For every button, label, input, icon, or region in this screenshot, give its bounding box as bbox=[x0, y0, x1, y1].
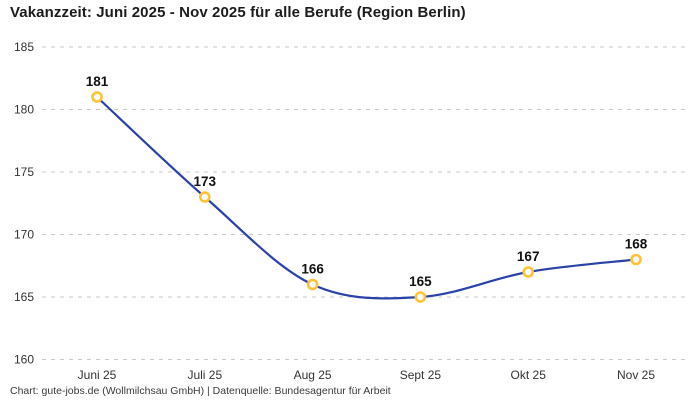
chart-source-note: Chart: gute-jobs.de (Wollmilchsau GmbH) … bbox=[10, 385, 391, 397]
x-axis-tick-label: Sept 25 bbox=[400, 368, 442, 382]
data-point-label: 165 bbox=[409, 274, 432, 289]
data-point-label: 167 bbox=[517, 249, 540, 264]
data-point-label: 181 bbox=[86, 74, 109, 89]
y-axis-tick-label: 165 bbox=[14, 290, 34, 304]
y-axis-tick-label: 160 bbox=[14, 353, 34, 367]
data-point-marker bbox=[630, 253, 642, 266]
data-point-marker bbox=[306, 278, 319, 291]
data-point-label: 166 bbox=[301, 262, 324, 277]
x-axis-tick-label: Okt 25 bbox=[511, 368, 547, 382]
x-axis-tick-label: Nov 25 bbox=[617, 368, 655, 382]
data-point-marker bbox=[522, 266, 535, 278]
data-point-label: 168 bbox=[625, 237, 648, 252]
data-point-marker bbox=[91, 91, 103, 103]
y-axis-tick-label: 185 bbox=[14, 40, 34, 54]
chart-title: Vakanzzeit: Juni 2025 - Nov 2025 für all… bbox=[10, 4, 466, 21]
series-line bbox=[95, 95, 638, 300]
data-point-marker bbox=[199, 191, 211, 203]
y-axis-tick-label: 180 bbox=[14, 103, 34, 117]
x-axis-tick-label: Juni 25 bbox=[78, 368, 117, 382]
data-point-marker bbox=[414, 291, 427, 303]
data-point-label: 173 bbox=[194, 174, 217, 189]
x-axis-tick-label: Aug 25 bbox=[294, 368, 332, 382]
x-axis-tick-label: Juli 25 bbox=[187, 368, 222, 382]
y-axis-tick-label: 175 bbox=[14, 165, 34, 179]
y-axis-tick-label: 170 bbox=[14, 228, 34, 242]
